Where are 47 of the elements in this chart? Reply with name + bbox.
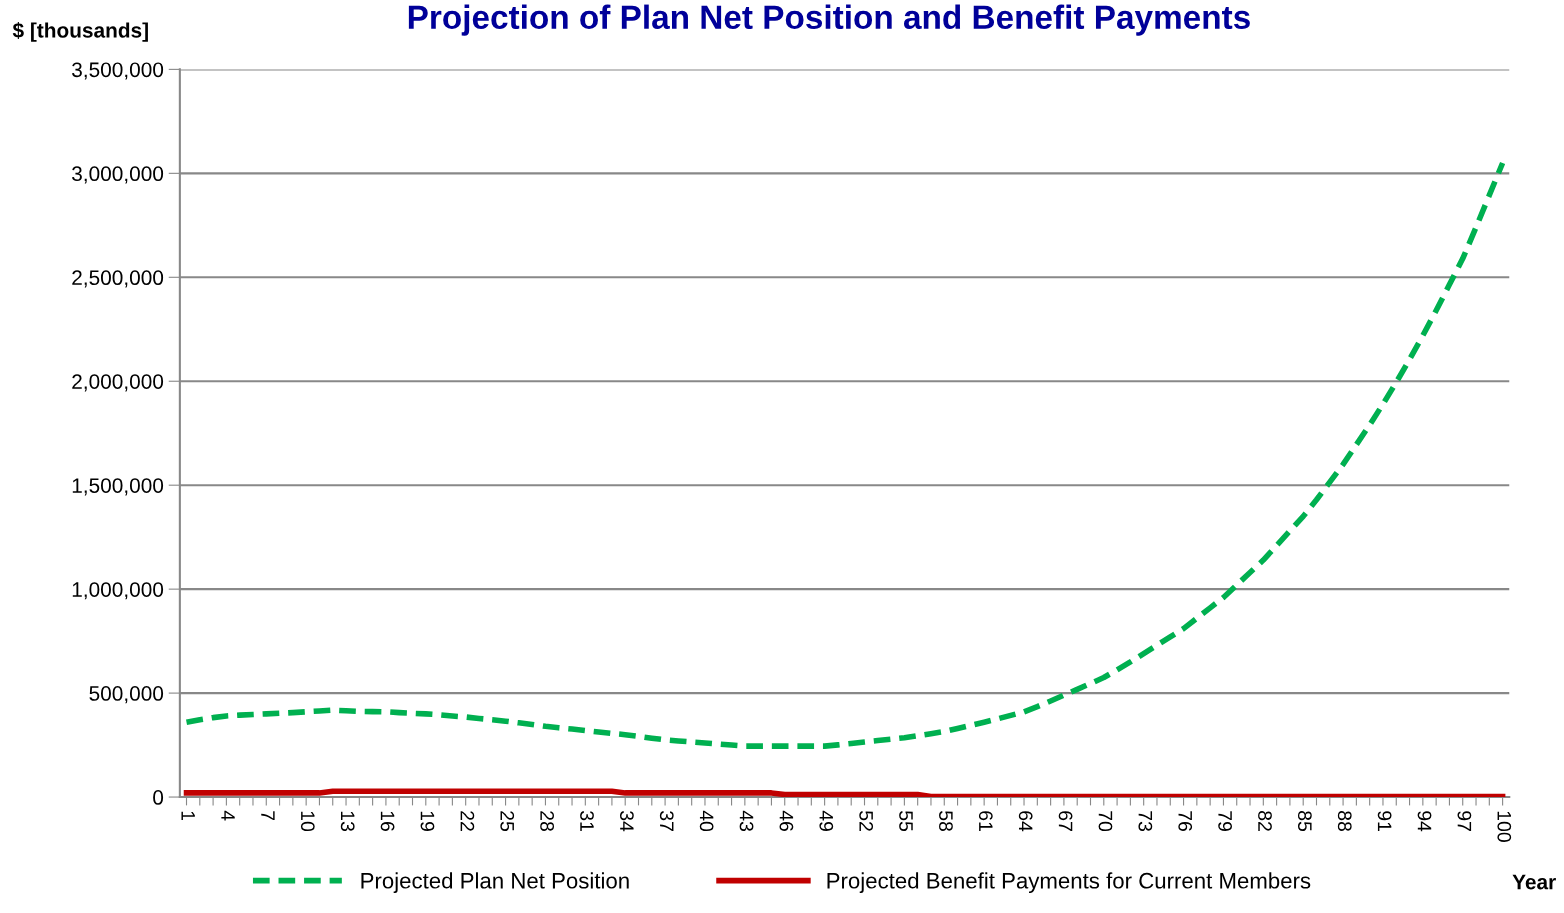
x-axis-title: Year: [1512, 874, 1556, 890]
x-tick-label: 73: [1138, 811, 1153, 832]
x-tick-label: 49: [819, 810, 834, 831]
x-tick-label: 88: [1337, 811, 1352, 832]
y-tick-label: 2,500,000: [72, 270, 164, 288]
legend-label: Projected Plan Net Position: [361, 872, 629, 893]
chart-title: Projection of Plan Net Position and Benefit Payments: [408, 4, 1250, 36]
y-tick-label: 500,000: [89, 686, 164, 704]
x-tick-label: 4: [221, 810, 235, 821]
x-tick-label: 31: [580, 810, 594, 831]
y-tick-label: 1,500,000: [72, 478, 164, 496]
x-tick-label: 61: [978, 811, 993, 831]
x-tick-label: 94: [1417, 811, 1432, 832]
x-tick-label: 34: [619, 810, 634, 832]
x-tick-label: 40: [699, 810, 714, 832]
x-tick-label: 55: [899, 811, 913, 832]
x-tick-label: 22: [460, 811, 475, 831]
x-tick-label: 82: [1258, 811, 1272, 831]
x-tick-label: 64: [1018, 811, 1033, 832]
x-tick-label: 100: [1497, 811, 1512, 842]
x-tick-label: 37: [659, 810, 674, 831]
x-tick-label: 76: [1178, 811, 1193, 832]
x-tick-label: 85: [1297, 811, 1312, 832]
y-axis-title: $ [thousands]: [12, 22, 148, 42]
x-tick-label: 13: [340, 811, 355, 832]
x-tick-label: 97: [1457, 811, 1472, 831]
x-tick-label: 70: [1098, 811, 1113, 832]
y-tick-label: 1,000,000: [72, 582, 164, 600]
x-tick-label: 91: [1377, 811, 1392, 831]
legend-label: Projected Benefit Payments for Current Members: [827, 872, 1311, 893]
x-tick-label: 79: [1218, 811, 1232, 831]
x-tick-label: 28: [540, 811, 554, 832]
x-tick-label: 19: [420, 811, 435, 831]
y-tick-label: 2,000,000: [72, 374, 164, 392]
y-tick-label: 0: [153, 790, 164, 805]
x-tick-label: 7: [261, 811, 275, 821]
y-tick-label: 3,000,000: [72, 166, 164, 184]
y-tick-label: 3,500,000: [72, 62, 164, 80]
x-tick-label: 16: [380, 811, 395, 832]
x-tick-label: 1: [181, 811, 195, 821]
x-tick-label: 46: [779, 810, 794, 832]
x-tick-label: 67: [1058, 811, 1073, 831]
x-tick-label: 43: [739, 810, 754, 832]
x-tick-label: 10: [300, 811, 315, 832]
x-tick-label: 25: [500, 811, 515, 832]
x-tick-label: 58: [939, 811, 953, 832]
x-tick-label: 52: [859, 811, 874, 831]
